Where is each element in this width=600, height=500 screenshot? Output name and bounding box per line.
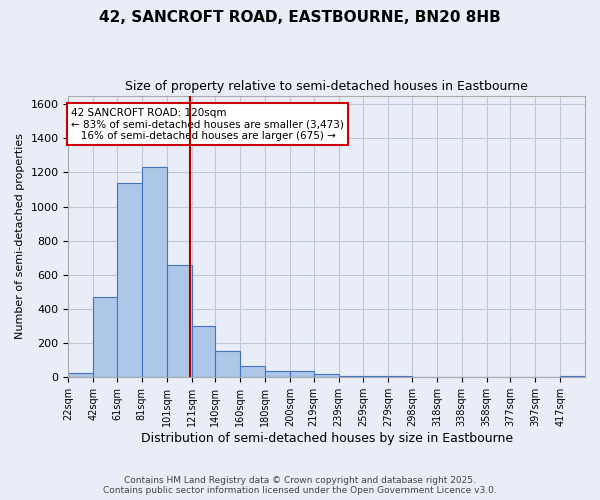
Bar bbox=[240, 366, 265, 378]
Bar bbox=[142, 168, 167, 378]
Y-axis label: Number of semi-detached properties: Number of semi-detached properties bbox=[15, 134, 25, 340]
Text: 42 SANCROFT ROAD: 120sqm
← 83% of semi-detached houses are smaller (3,473)
   16: 42 SANCROFT ROAD: 120sqm ← 83% of semi-d… bbox=[71, 108, 344, 140]
Bar bbox=[338, 376, 364, 378]
Bar bbox=[117, 182, 142, 378]
Bar bbox=[412, 377, 437, 378]
Bar bbox=[167, 264, 191, 378]
Bar bbox=[191, 326, 215, 378]
Bar bbox=[388, 376, 412, 378]
Bar bbox=[290, 372, 314, 378]
X-axis label: Distribution of semi-detached houses by size in Eastbourne: Distribution of semi-detached houses by … bbox=[140, 432, 513, 445]
Bar bbox=[68, 373, 93, 378]
Bar bbox=[364, 376, 388, 378]
Bar bbox=[560, 376, 585, 378]
Title: Size of property relative to semi-detached houses in Eastbourne: Size of property relative to semi-detach… bbox=[125, 80, 528, 93]
Text: 42, SANCROFT ROAD, EASTBOURNE, BN20 8HB: 42, SANCROFT ROAD, EASTBOURNE, BN20 8HB bbox=[99, 10, 501, 25]
Bar bbox=[314, 374, 338, 378]
Bar bbox=[215, 351, 240, 378]
Text: Contains HM Land Registry data © Crown copyright and database right 2025.
Contai: Contains HM Land Registry data © Crown c… bbox=[103, 476, 497, 495]
Bar bbox=[265, 370, 290, 378]
Bar bbox=[93, 297, 117, 378]
